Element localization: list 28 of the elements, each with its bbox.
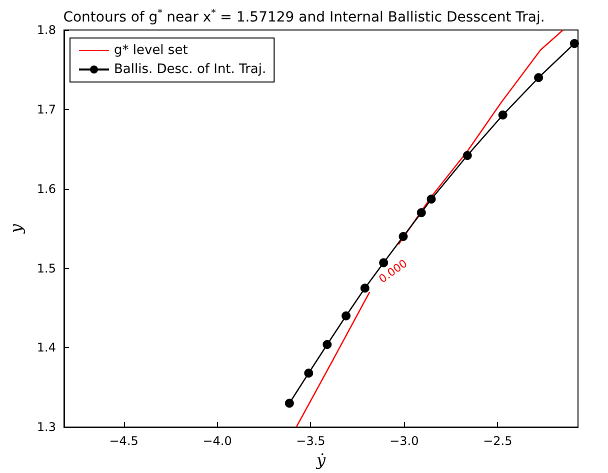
y-tick-label: 1.7: [36, 102, 56, 116]
x-axis-title: ẏ: [315, 450, 326, 470]
point: [462, 150, 472, 160]
legend-label: g* level set: [114, 43, 188, 58]
point: [322, 340, 332, 349]
y-tick-label: 1.4: [36, 340, 56, 355]
y-tick-label: 1.3: [36, 420, 56, 434]
point: [426, 194, 436, 204]
x-tick-label: −3.5: [296, 434, 326, 448]
point: [534, 73, 544, 82]
x-tick-label: −2.5: [483, 434, 512, 448]
point: [284, 398, 294, 408]
x-tick-label: −4.5: [109, 434, 138, 448]
point: [304, 368, 314, 378]
y-tick-label: 1.6: [36, 182, 56, 196]
y-axis-title: y: [6, 223, 26, 234]
legend-label: Ballis. Desc. of Int. Traj.: [114, 62, 266, 77]
point: [570, 39, 579, 48]
point: [498, 110, 508, 120]
y-tick-label: 1.8: [36, 23, 56, 37]
point: [360, 284, 370, 293]
point: [398, 232, 408, 241]
x-tick-label: −4.0: [202, 434, 232, 448]
point: [342, 311, 351, 320]
y-tick-label: 1.5: [36, 261, 56, 276]
chart-title: Contours of g* near x* = 1.57129 and Internal Ballistic Desscent Traj.: [63, 8, 545, 26]
x-tick-label: −3.0: [390, 434, 419, 448]
point: [416, 208, 426, 218]
